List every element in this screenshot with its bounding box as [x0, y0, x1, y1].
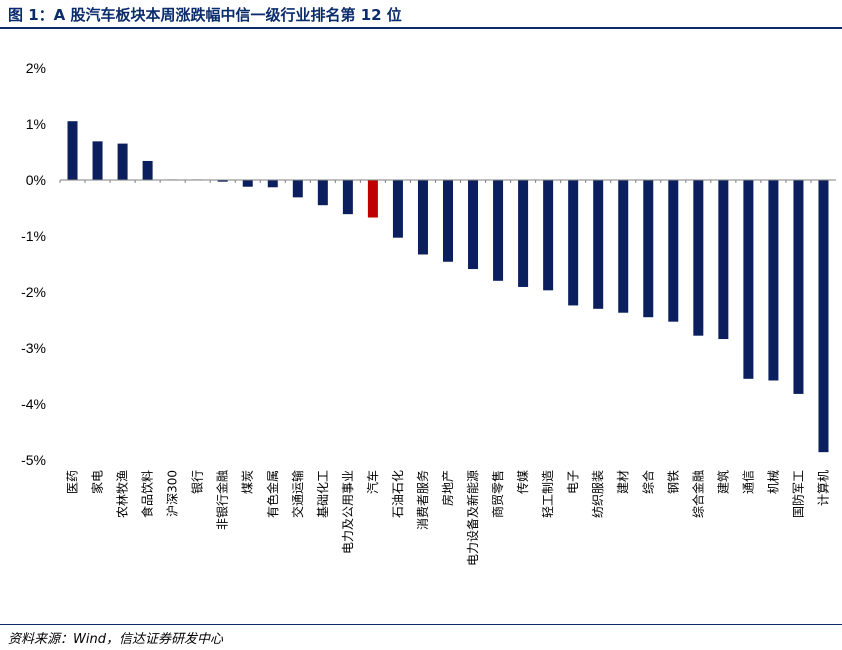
bar	[643, 180, 654, 318]
bar	[718, 180, 729, 340]
y-tick-label: -4%	[21, 396, 46, 412]
bar	[518, 180, 529, 287]
x-category-label: 计算机	[815, 470, 830, 506]
x-category-label: 房地产	[440, 470, 455, 506]
bar	[618, 180, 629, 313]
bar	[242, 180, 253, 187]
figure-title: 图 1：A 股汽车板块本周涨跌幅中信一级行业排名第 12 位	[8, 6, 402, 24]
x-category-label: 建材	[616, 470, 630, 494]
x-category-label: 煤炭	[241, 470, 255, 494]
bar	[818, 180, 829, 453]
bottom-rule	[0, 624, 842, 625]
x-category-label: 汽车	[365, 470, 380, 494]
bar	[468, 180, 479, 270]
bar	[568, 180, 579, 306]
x-category-label: 纺织服装	[591, 470, 605, 518]
x-category-label: 非银行金融	[215, 470, 230, 530]
bar	[543, 180, 554, 291]
y-tick-label: -2%	[21, 284, 46, 300]
x-category-label: 农林牧渔	[116, 470, 130, 518]
x-category-label: 钢铁	[666, 470, 680, 494]
x-category-label: 机械	[765, 470, 780, 494]
bar	[117, 143, 128, 180]
y-axis-ticks: 2% 1% 0% -1% -2% -3% -4% -5%	[21, 60, 46, 468]
bar	[793, 180, 804, 394]
x-category-labels: 医药 家电 农林牧渔 食品饮料 沪深300 银行 非银行金融 煤炭 有色金属 交通运输 基础化工 电力…	[66, 470, 831, 566]
x-category-label: 商贸零售	[490, 470, 505, 518]
x-category-label: 基础化工	[316, 470, 330, 518]
bar	[392, 180, 403, 238]
bar	[217, 180, 228, 182]
bar	[342, 180, 353, 215]
x-category-label: 国防军工	[790, 470, 805, 518]
x-category-label: 沪深300	[166, 470, 180, 517]
y-tick-label: 0%	[26, 172, 46, 188]
bar	[443, 180, 453, 262]
x-category-label: 食品饮料	[140, 470, 155, 518]
x-category-label: 有色金属	[265, 470, 280, 518]
x-category-label: 石油石化	[391, 470, 405, 518]
x-category-label: 轻工制造	[541, 470, 555, 518]
bar	[367, 180, 378, 218]
top-rule	[0, 27, 842, 29]
x-category-label: 综合	[640, 470, 655, 494]
bar	[267, 180, 278, 188]
x-category-label: 电子	[566, 470, 580, 494]
x-category-label: 建筑	[715, 470, 730, 494]
y-tick-label: -1%	[21, 228, 46, 244]
x-category-label: 银行	[191, 470, 205, 494]
bar	[142, 160, 153, 180]
x-category-label: 家电	[90, 470, 105, 494]
bar	[493, 180, 504, 281]
bars	[59, 121, 829, 453]
bar	[693, 180, 704, 336]
x-category-label: 传媒	[515, 470, 530, 494]
y-tick-label: -3%	[21, 340, 46, 356]
bar	[768, 180, 779, 381]
y-tick-label: 1%	[26, 116, 46, 132]
bar	[668, 180, 679, 322]
y-tick-label: -5%	[21, 452, 46, 468]
bar	[417, 180, 428, 255]
x-category-label: 电力及公用事业	[341, 470, 355, 554]
x-category-label: 通信	[741, 470, 755, 494]
bar-chart: 2% 1% 0% -1% -2% -3% -4% -5% 医药 家电 农林牧渔 食品饮料 沪深300 银…	[21, 60, 836, 566]
bar	[317, 180, 328, 206]
source-note: 资料来源：Wind，信达证券研发中心	[8, 632, 223, 647]
bar	[67, 121, 78, 180]
x-category-label: 综合金融	[690, 470, 705, 518]
x-category-label: 电力设备及新能源	[465, 470, 480, 566]
y-tick-label: 2%	[26, 60, 46, 76]
x-category-label: 医药	[66, 470, 80, 494]
bar	[92, 141, 103, 180]
bar	[743, 180, 754, 379]
x-category-label: 交通运输	[290, 470, 305, 518]
x-category-label: 消费者服务	[415, 470, 430, 530]
bar	[593, 180, 604, 309]
bar	[292, 180, 303, 198]
